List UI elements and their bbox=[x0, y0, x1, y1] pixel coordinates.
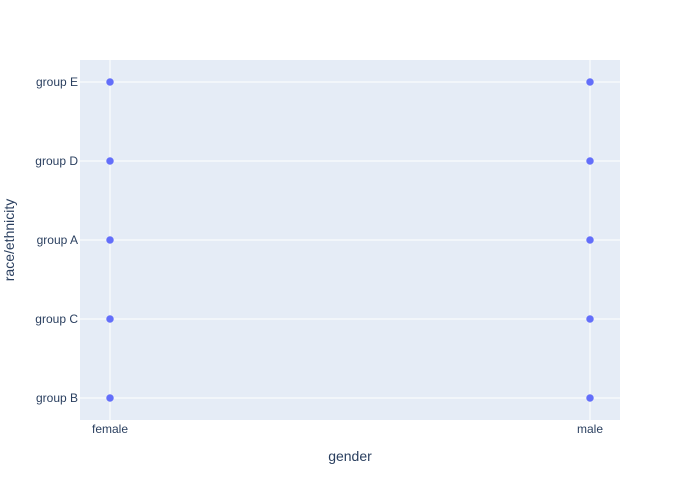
data-point bbox=[586, 315, 594, 323]
x-tick-label: female bbox=[92, 422, 128, 436]
y-tick-label: group C bbox=[35, 312, 78, 326]
y-tick-label: group E bbox=[36, 75, 78, 89]
y-tick-label: group B bbox=[36, 391, 78, 405]
y-tick-label: group D bbox=[35, 154, 78, 168]
x-tick-label: male bbox=[577, 422, 603, 436]
data-point bbox=[106, 78, 114, 86]
data-point bbox=[106, 394, 114, 402]
data-point bbox=[106, 315, 114, 323]
data-point bbox=[586, 78, 594, 86]
data-point bbox=[106, 157, 114, 165]
y-axis-title: race/ethnicity bbox=[1, 199, 17, 281]
y-tick-labels: group B group C group A group D group E bbox=[35, 75, 78, 405]
data-point bbox=[586, 236, 594, 244]
data-point bbox=[106, 236, 114, 244]
y-gridlines bbox=[80, 81, 620, 399]
data-point bbox=[586, 394, 594, 402]
x-axis-title: gender bbox=[328, 448, 372, 464]
data-point bbox=[586, 157, 594, 165]
y-tick-label: group A bbox=[37, 233, 78, 247]
data-points bbox=[106, 78, 594, 402]
x-tick-labels: female male bbox=[92, 422, 603, 436]
